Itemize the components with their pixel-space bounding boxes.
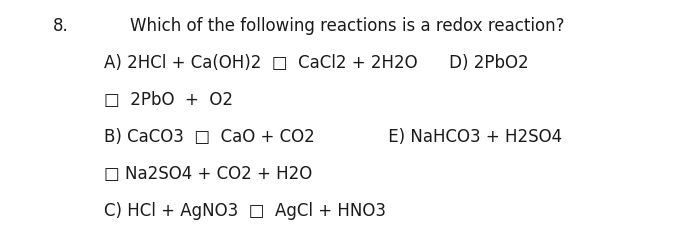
Text: 8.: 8. xyxy=(52,17,69,35)
Text: A) 2HCl + Ca(OH)2  □  CaCl2 + 2H2O      D) 2PbO2: A) 2HCl + Ca(OH)2 □ CaCl2 + 2H2O D) 2PbO… xyxy=(104,54,528,72)
Text: Which of the following reactions is a redox reaction?: Which of the following reactions is a re… xyxy=(130,17,564,35)
Text: C) HCl + AgNO3  □  AgCl + HNO3: C) HCl + AgNO3 □ AgCl + HNO3 xyxy=(104,202,386,220)
Text: □ Na2SO4 + CO2 + H2O: □ Na2SO4 + CO2 + H2O xyxy=(104,165,312,183)
Text: □  2PbO  +  O2: □ 2PbO + O2 xyxy=(104,91,232,109)
Text: B) CaCO3  □  CaO + CO2              E) NaHCO3 + H2SO4: B) CaCO3 □ CaO + CO2 E) NaHCO3 + H2SO4 xyxy=(104,128,561,146)
